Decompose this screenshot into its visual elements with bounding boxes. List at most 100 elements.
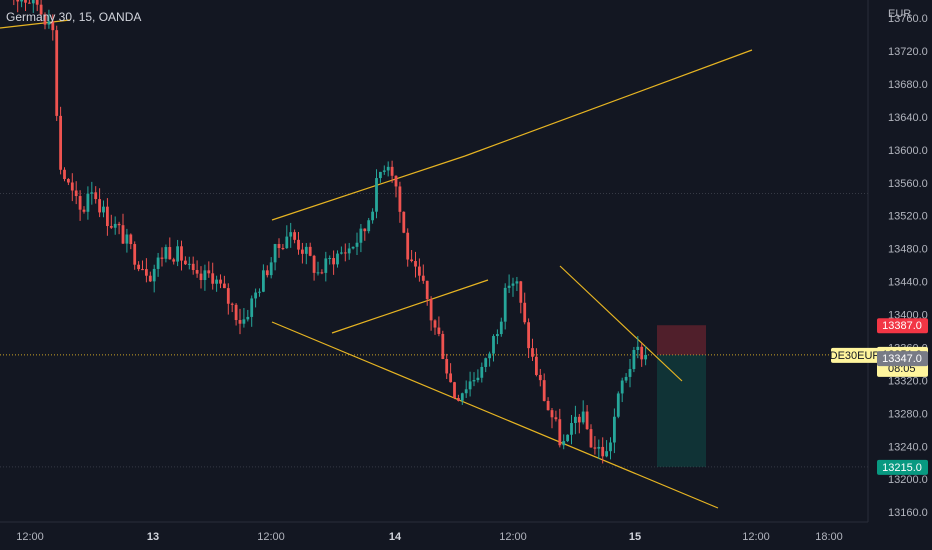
candle-body (597, 446, 601, 449)
candle-body (86, 193, 90, 212)
candle-body (304, 246, 308, 254)
candle-body (499, 321, 503, 335)
price-tag-label: 13215.0 (882, 462, 922, 474)
candle-body (554, 417, 558, 420)
candle-body (316, 272, 320, 274)
candle-body (488, 353, 491, 359)
candle-body (382, 170, 386, 172)
candle-body (187, 263, 191, 265)
candle-body (265, 270, 269, 276)
candle-body (238, 320, 242, 324)
y-tick-label: 13560.0 (888, 178, 928, 190)
candle-body (574, 416, 577, 424)
candle-body (156, 257, 160, 269)
candle-body (312, 255, 316, 273)
y-tick-label: 13320.0 (888, 375, 928, 387)
trendline[interactable] (331, 279, 489, 334)
trendline-drawings[interactable] (0, 19, 753, 509)
candle-body (234, 304, 238, 321)
candle-body (546, 400, 550, 411)
candle-body (125, 234, 129, 244)
candle-body (464, 389, 468, 394)
x-tick-label: 14 (389, 531, 402, 543)
y-tick-label: 13720.0 (888, 46, 928, 58)
candle-body (550, 410, 554, 418)
candle-body (78, 196, 82, 210)
trendline[interactable] (559, 265, 683, 382)
trendline[interactable] (0, 19, 71, 29)
candle-body (39, 4, 43, 15)
y-tick-label: 13240.0 (888, 441, 928, 453)
candle-body (277, 244, 281, 249)
candle-body (226, 288, 230, 304)
candle-body (207, 270, 211, 274)
candle-body (433, 320, 437, 328)
price-axis[interactable]: 13760.0 13720.0 13680.0 13640.0 13600.0 13560… (867, 0, 928, 522)
x-tick-label: 12:00 (742, 531, 770, 543)
time-axis[interactable]: 12:00 13 12:00 14 12:00 15 12:00 18:00 (0, 521, 868, 543)
candle-body (468, 381, 472, 390)
candle-body (273, 244, 277, 263)
y-tick-label: 13200.0 (888, 474, 928, 486)
candle-body (538, 374, 542, 381)
candle-body (593, 447, 597, 449)
trendline[interactable] (271, 321, 719, 509)
candle-body (371, 211, 374, 221)
candle-body (375, 178, 378, 212)
candle-body (152, 268, 156, 282)
y-tick-label: 13680.0 (888, 79, 928, 91)
candle-body (254, 292, 257, 299)
candle-body (496, 334, 499, 337)
candle-body (347, 248, 351, 254)
y-tick-label: 13760.0 (888, 13, 928, 25)
y-tick-label: 13600.0 (888, 145, 928, 157)
candle-body (320, 272, 324, 274)
candle-body (164, 247, 168, 259)
candle-body (297, 239, 300, 250)
candle-body (63, 169, 66, 180)
candle-body (301, 249, 304, 254)
trendline[interactable] (271, 155, 466, 221)
candle-body (176, 246, 179, 262)
candle-body (351, 246, 355, 249)
price-tag-box (877, 459, 928, 475)
price-tag-box (877, 318, 928, 334)
candle-body (414, 260, 417, 267)
symbol-tag-label: DE30EUR (830, 350, 881, 362)
candle-body (511, 283, 515, 286)
candle-body (289, 232, 293, 237)
trendline[interactable] (464, 49, 753, 157)
candle-body (336, 253, 339, 265)
candle-body (223, 283, 226, 289)
symbol-tag-box (831, 347, 879, 363)
candle-body (503, 287, 507, 322)
candle-body (137, 264, 140, 270)
candle-body (43, 14, 47, 25)
candle-body (644, 354, 647, 360)
candle-body (117, 223, 121, 226)
candle-body (379, 171, 382, 179)
candle-body (605, 451, 608, 457)
candle-body (250, 298, 254, 317)
currency-label: EUR (888, 8, 911, 20)
candle-body (133, 244, 137, 265)
stop-loss-zone[interactable] (657, 325, 706, 355)
candle-body (328, 258, 332, 260)
candle-body (215, 279, 218, 284)
candle-body (47, 21, 51, 25)
candle-body (16, 0, 20, 2)
candle-body (394, 175, 398, 187)
short-position-tool[interactable] (657, 325, 706, 467)
candle-body (355, 242, 359, 247)
candle-body (558, 419, 562, 446)
candle-body (74, 190, 78, 197)
candle-body (148, 275, 152, 282)
candle-body (160, 257, 164, 259)
candle-body (628, 369, 632, 377)
candle-body (102, 206, 105, 213)
candle-body (624, 376, 628, 381)
candle-body (67, 179, 70, 183)
take-profit-zone[interactable] (657, 354, 706, 467)
candle-body (589, 429, 593, 448)
